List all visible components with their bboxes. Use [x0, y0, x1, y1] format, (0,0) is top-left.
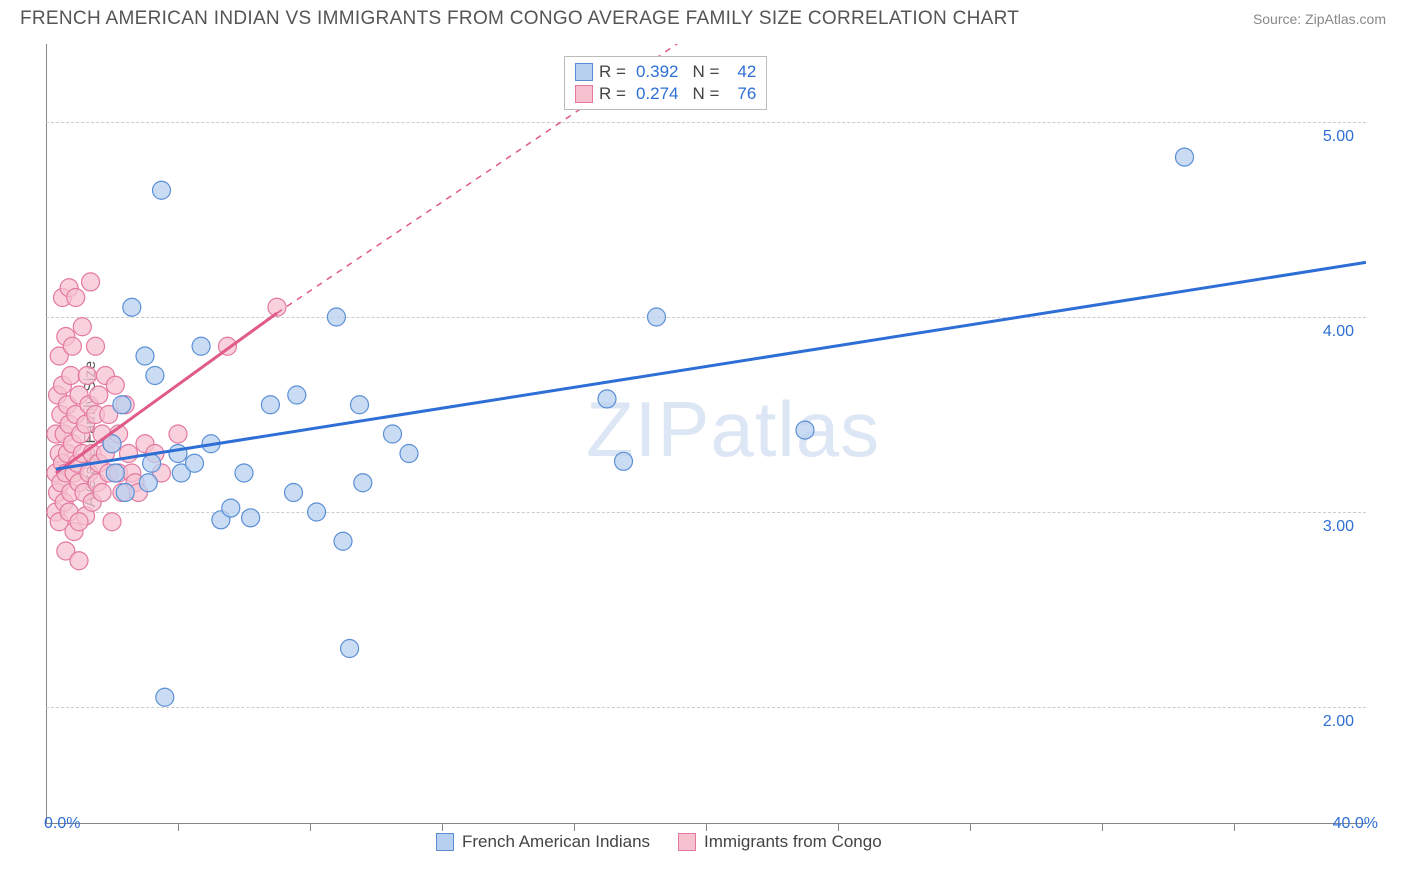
scatter-point — [341, 640, 359, 658]
r-label: R = — [599, 84, 626, 104]
legend-row-blue: R = 0.392 N = 42 — [575, 61, 756, 83]
scatter-point — [90, 386, 108, 404]
n-value-pink: 76 — [737, 84, 756, 104]
scatter-point — [796, 421, 814, 439]
scatter-point — [78, 367, 96, 385]
scatter-point — [93, 484, 111, 502]
scatter-point — [103, 513, 121, 531]
scatter-point — [63, 337, 81, 355]
r-label: R = — [599, 62, 626, 82]
scatter-point — [70, 513, 88, 531]
scatter-point — [67, 289, 85, 307]
r-value-pink: 0.274 — [636, 84, 679, 104]
source-label: Source: ZipAtlas.com — [1253, 11, 1386, 27]
r-value-blue: 0.392 — [636, 62, 679, 82]
scatter-point — [308, 503, 326, 521]
scatter-point — [242, 509, 260, 527]
scatter-point — [400, 445, 418, 463]
scatter-point — [222, 499, 240, 517]
scatter-point — [62, 367, 80, 385]
legend-item-blue: French American Indians — [436, 832, 650, 852]
correlation-legend: R = 0.392 N = 42 R = 0.274 N = 76 — [564, 56, 767, 110]
scatter-point — [598, 390, 616, 408]
scatter-point — [113, 396, 131, 414]
scatter-point — [106, 376, 124, 394]
chart-title: FRENCH AMERICAN INDIAN VS IMMIGRANTS FRO… — [20, 8, 1019, 30]
x-tick — [574, 823, 575, 831]
series-legend: French American Indians Immigrants from … — [436, 832, 882, 852]
scatter-point — [351, 396, 369, 414]
scatter-point — [384, 425, 402, 443]
scatter-plot — [46, 44, 1366, 824]
scatter-point — [1176, 148, 1194, 166]
scatter-point — [153, 181, 171, 199]
regression-line — [56, 262, 1366, 469]
legend-row-pink: R = 0.274 N = 76 — [575, 83, 756, 105]
scatter-point — [192, 337, 210, 355]
x-tick — [970, 823, 971, 831]
scatter-point — [123, 298, 141, 316]
swatch-blue-icon — [436, 833, 454, 851]
scatter-point — [327, 308, 345, 326]
scatter-point — [146, 367, 164, 385]
scatter-point — [648, 308, 666, 326]
scatter-point — [235, 464, 253, 482]
scatter-point — [615, 452, 633, 470]
n-label: N = — [692, 84, 719, 104]
scatter-point — [116, 484, 134, 502]
x-min-label: 0.0% — [44, 815, 80, 833]
scatter-point — [186, 454, 204, 472]
x-tick — [178, 823, 179, 831]
scatter-point — [70, 552, 88, 570]
x-tick — [838, 823, 839, 831]
scatter-point — [139, 474, 157, 492]
scatter-point — [143, 454, 161, 472]
swatch-pink-icon — [575, 85, 593, 103]
swatch-pink-icon — [678, 833, 696, 851]
x-tick — [706, 823, 707, 831]
legend-label-blue: French American Indians — [462, 832, 650, 852]
scatter-point — [285, 484, 303, 502]
scatter-point — [169, 445, 187, 463]
scatter-point — [106, 464, 124, 482]
n-label: N = — [692, 62, 719, 82]
scatter-point — [87, 337, 105, 355]
scatter-point — [334, 532, 352, 550]
scatter-point — [169, 425, 187, 443]
legend-label-pink: Immigrants from Congo — [704, 832, 882, 852]
regression-line — [56, 313, 277, 473]
x-tick — [310, 823, 311, 831]
x-tick — [442, 823, 443, 831]
x-tick — [1234, 823, 1235, 831]
chart-area: Average Family Size 2.003.004.005.00 ZIP… — [46, 44, 1366, 824]
scatter-point — [354, 474, 372, 492]
scatter-point — [73, 318, 91, 336]
x-tick — [1102, 823, 1103, 831]
swatch-blue-icon — [575, 63, 593, 81]
scatter-point — [156, 688, 174, 706]
scatter-point — [261, 396, 279, 414]
legend-item-pink: Immigrants from Congo — [678, 832, 882, 852]
scatter-point — [82, 273, 100, 291]
n-value-blue: 42 — [737, 62, 756, 82]
x-max-label: 40.0% — [1333, 815, 1378, 833]
scatter-point — [288, 386, 306, 404]
scatter-point — [136, 347, 154, 365]
